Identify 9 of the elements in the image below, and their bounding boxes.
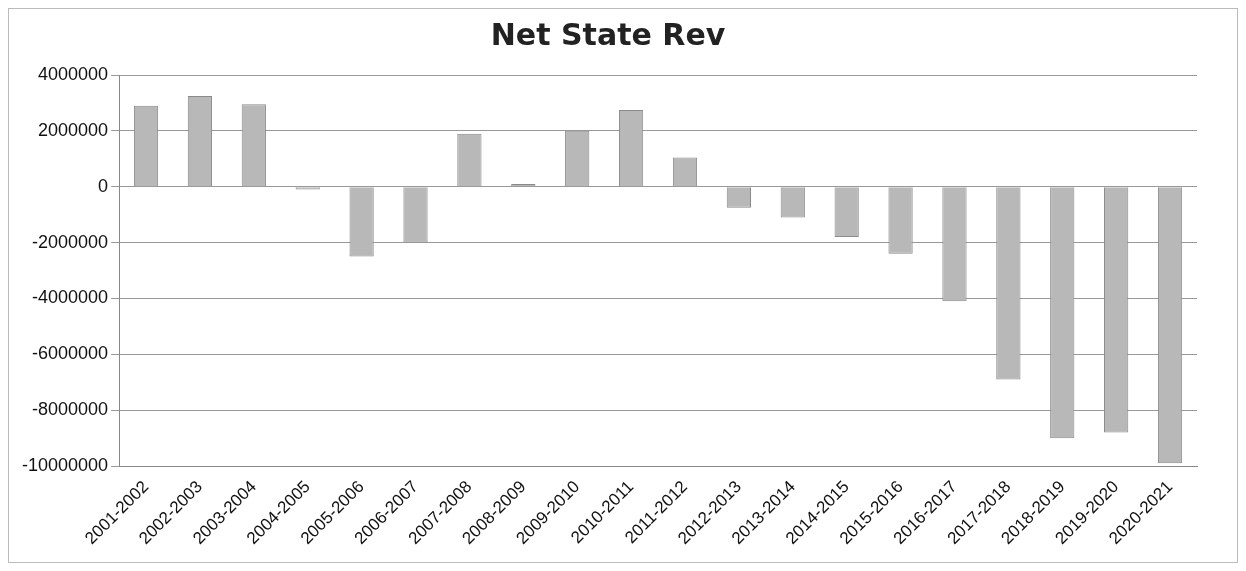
y-tick-label: -4000000 xyxy=(32,287,109,308)
y-tick-label: -2000000 xyxy=(32,231,109,252)
y-tick-label: 0 xyxy=(98,175,109,196)
y-tick-label: -10000000 xyxy=(21,455,109,476)
y-tick-label: -8000000 xyxy=(32,399,109,420)
y-tick-label: -6000000 xyxy=(32,343,109,364)
chart-title: Net State Rev xyxy=(490,16,726,52)
y-tick-label: 4000000 xyxy=(38,63,109,84)
y-tick-label: 2000000 xyxy=(38,119,109,140)
